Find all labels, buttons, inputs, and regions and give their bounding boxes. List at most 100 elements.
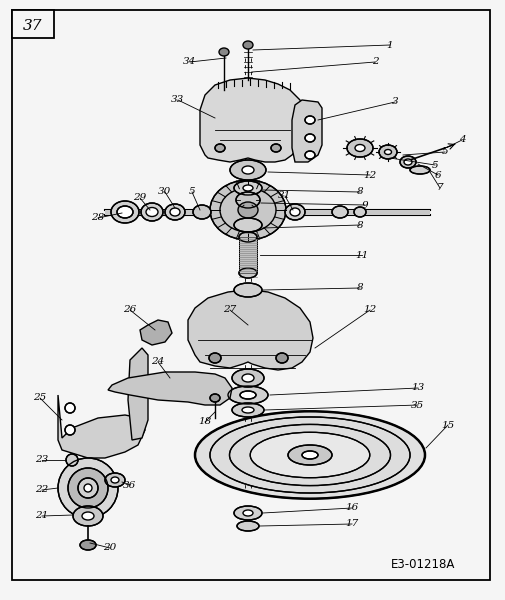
Text: 24: 24 xyxy=(151,358,164,367)
Ellipse shape xyxy=(111,477,119,483)
Ellipse shape xyxy=(210,394,220,402)
Ellipse shape xyxy=(66,454,78,466)
Ellipse shape xyxy=(331,206,347,218)
Ellipse shape xyxy=(346,139,372,157)
Ellipse shape xyxy=(219,48,229,56)
Text: E3-01218A: E3-01218A xyxy=(390,559,454,571)
Ellipse shape xyxy=(233,283,262,297)
Text: 27: 27 xyxy=(223,305,236,314)
Polygon shape xyxy=(199,78,305,162)
Ellipse shape xyxy=(105,473,125,487)
Text: 4: 4 xyxy=(458,136,465,145)
Ellipse shape xyxy=(80,540,96,550)
Text: 30: 30 xyxy=(158,187,171,196)
Ellipse shape xyxy=(284,204,305,220)
Ellipse shape xyxy=(210,180,285,240)
Polygon shape xyxy=(128,348,147,440)
Ellipse shape xyxy=(233,506,262,520)
Ellipse shape xyxy=(215,144,225,152)
Polygon shape xyxy=(58,395,145,458)
Text: 28: 28 xyxy=(91,214,105,223)
Ellipse shape xyxy=(354,207,365,217)
Ellipse shape xyxy=(409,166,429,174)
Text: 34: 34 xyxy=(183,58,196,67)
Text: 2: 2 xyxy=(371,58,378,67)
Ellipse shape xyxy=(209,353,221,363)
Ellipse shape xyxy=(236,521,259,531)
Ellipse shape xyxy=(305,134,315,142)
Ellipse shape xyxy=(233,181,262,195)
Ellipse shape xyxy=(301,451,317,459)
Ellipse shape xyxy=(289,208,299,216)
Text: 26: 26 xyxy=(123,305,136,314)
Ellipse shape xyxy=(65,425,75,435)
Ellipse shape xyxy=(68,468,108,508)
Text: 25: 25 xyxy=(33,394,46,403)
Text: 16: 16 xyxy=(345,503,358,512)
Text: 33: 33 xyxy=(171,95,184,104)
Ellipse shape xyxy=(355,145,364,151)
Ellipse shape xyxy=(399,156,415,168)
Ellipse shape xyxy=(117,206,133,218)
Text: 18: 18 xyxy=(198,418,211,427)
Text: 13: 13 xyxy=(411,383,424,392)
Ellipse shape xyxy=(305,116,315,124)
Ellipse shape xyxy=(287,445,331,465)
Ellipse shape xyxy=(241,374,254,382)
Text: 8: 8 xyxy=(356,220,363,229)
Ellipse shape xyxy=(235,192,260,208)
Text: 15: 15 xyxy=(440,421,453,430)
Text: 29: 29 xyxy=(133,193,146,202)
Polygon shape xyxy=(188,290,313,370)
Ellipse shape xyxy=(378,145,396,159)
Ellipse shape xyxy=(141,203,163,221)
Ellipse shape xyxy=(58,458,118,518)
Ellipse shape xyxy=(111,201,139,223)
Ellipse shape xyxy=(275,353,287,363)
Text: 5: 5 xyxy=(431,160,437,169)
Ellipse shape xyxy=(249,432,369,478)
Text: 6: 6 xyxy=(434,170,440,179)
Polygon shape xyxy=(108,372,231,405)
Ellipse shape xyxy=(146,208,158,217)
Polygon shape xyxy=(140,320,172,345)
Ellipse shape xyxy=(238,268,257,278)
Ellipse shape xyxy=(78,478,98,498)
Text: 37: 37 xyxy=(23,19,42,33)
Ellipse shape xyxy=(239,391,256,399)
Text: 31: 31 xyxy=(278,191,291,200)
Text: 12: 12 xyxy=(363,170,376,179)
Text: 35: 35 xyxy=(411,401,424,409)
Ellipse shape xyxy=(238,232,257,242)
Text: 1: 1 xyxy=(386,40,392,49)
Ellipse shape xyxy=(170,208,180,216)
Text: 5: 5 xyxy=(441,148,447,157)
Ellipse shape xyxy=(241,166,254,174)
Text: 17: 17 xyxy=(345,520,358,529)
Ellipse shape xyxy=(237,202,258,218)
Text: 3: 3 xyxy=(391,97,397,107)
Text: 12: 12 xyxy=(363,305,376,314)
Ellipse shape xyxy=(241,407,254,413)
Text: 7: 7 xyxy=(436,184,442,193)
Text: 11: 11 xyxy=(355,251,368,259)
Ellipse shape xyxy=(242,41,252,49)
Ellipse shape xyxy=(210,417,409,493)
Ellipse shape xyxy=(384,149,391,154)
Ellipse shape xyxy=(84,484,92,492)
Ellipse shape xyxy=(231,369,264,387)
Text: 21: 21 xyxy=(35,511,48,520)
Text: 22: 22 xyxy=(35,485,48,494)
Polygon shape xyxy=(238,237,257,273)
Bar xyxy=(12,10,54,38)
Ellipse shape xyxy=(242,185,252,191)
Text: 9: 9 xyxy=(361,200,368,209)
Text: 8: 8 xyxy=(356,187,363,196)
Ellipse shape xyxy=(230,160,266,180)
Text: 20: 20 xyxy=(103,544,116,553)
Ellipse shape xyxy=(228,386,268,404)
Ellipse shape xyxy=(271,144,280,152)
Ellipse shape xyxy=(231,403,264,417)
Ellipse shape xyxy=(82,512,94,520)
Ellipse shape xyxy=(305,151,315,159)
